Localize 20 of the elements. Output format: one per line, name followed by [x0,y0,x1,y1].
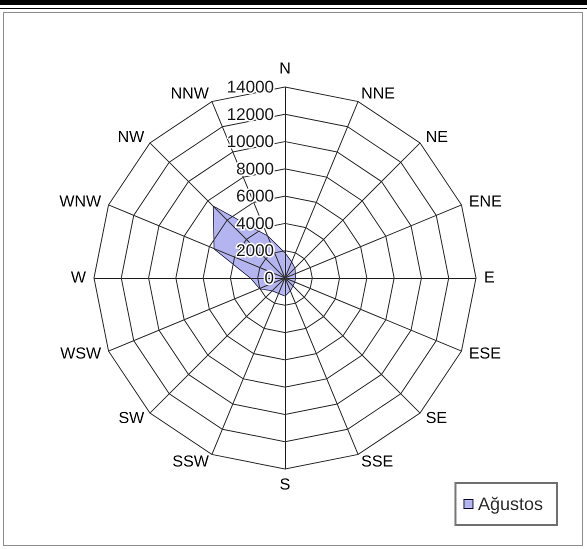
spoke-label: N [279,60,291,78]
legend-label: Ağustos [478,494,544,514]
y-tick-label: 10000 [226,132,274,152]
spoke-label: NNW [170,86,210,103]
spoke-label: SE [426,410,448,428]
spoke-label: SSE [361,453,394,470]
y-tick-label: 14000 [226,78,274,96]
spoke-label: SSW [172,453,210,470]
spoke-label: ENE [468,193,502,210]
spoke-label: WSW [60,346,102,363]
spoke-label: SW [118,410,146,428]
spoke-label: NE [426,128,448,146]
spoke-label: E [484,270,495,286]
spoke-label: WNW [59,193,102,210]
spoke-label: NNE [361,86,395,103]
spoke-label: S [280,476,290,494]
y-tick-label: 12000 [226,104,274,124]
spoke-label: NW [118,128,146,146]
spoke-label: W [70,270,87,286]
spoke-label: ESE [468,346,501,363]
